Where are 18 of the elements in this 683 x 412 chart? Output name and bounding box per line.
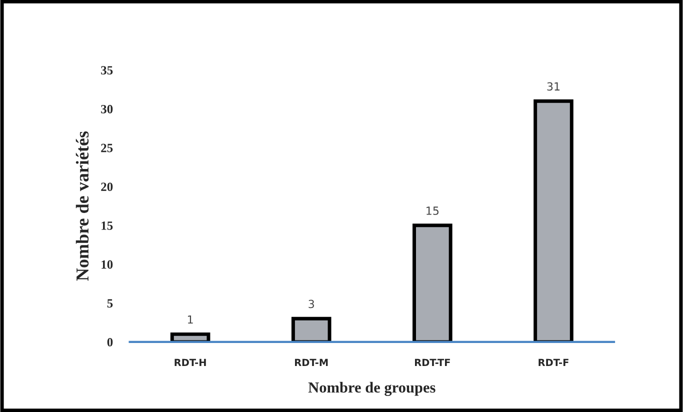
x-tick-label: RDT-F <box>538 358 568 366</box>
y-axis-title: Nombre de variétés <box>76 131 89 281</box>
x-axis-title: Nombre de groupes <box>308 382 436 396</box>
data-label: 3 <box>308 300 314 308</box>
y-tick-label: 30 <box>101 104 113 114</box>
data-label: 31 <box>547 82 560 91</box>
y-tick-label: 15 <box>102 222 113 230</box>
y-tick-label: 0 <box>107 338 113 346</box>
data-label: 1 <box>188 315 193 324</box>
x-tick-label: RDT-H <box>174 358 206 366</box>
y-tick-label: 10 <box>102 260 113 269</box>
y-tick-label: 5 <box>107 299 113 308</box>
y-tick-label: 35 <box>101 66 113 74</box>
y-tick-label: 25 <box>101 144 113 152</box>
y-tick-label: 20 <box>101 182 113 192</box>
x-tick-label: RDT-TF <box>415 358 450 366</box>
x-tick-label: RDT-M <box>295 358 328 366</box>
data-label: 15 <box>426 206 439 215</box>
